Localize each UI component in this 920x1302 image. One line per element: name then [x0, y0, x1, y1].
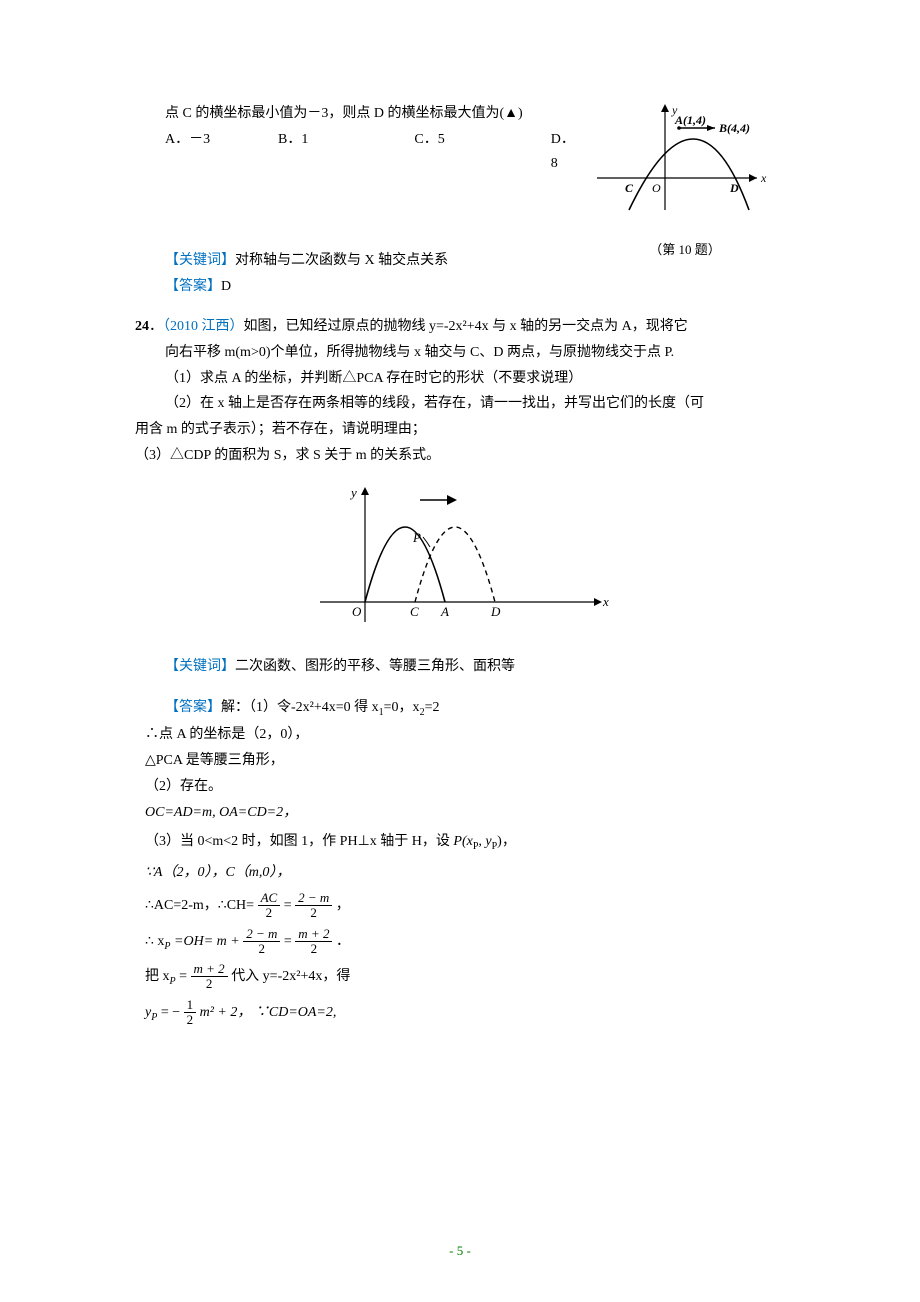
sol-l8-f1n: AC	[258, 891, 281, 906]
q24-part2a: （2）在 x 轴上是否存在两条相等的线段，若存在，请一一找出，并写出它们的长度（…	[135, 392, 785, 416]
q10-keyword-text: 对称轴与二次函数与 X 轴交点关系	[235, 253, 448, 268]
q24-sol-l7: ∵A（2，0），C（m,0），	[135, 861, 785, 885]
q24-sol-l10: 把 xP = m + 22 代入 y=-2x²+4x，得	[135, 962, 785, 992]
sol-l8-f2d: 2	[295, 906, 332, 920]
sol-l1-mid: =0，x	[384, 700, 420, 715]
q24-stem-line1: 24．（2010 江西）如图，已知经过原点的抛物线 y=-2x²+4x 与 x …	[135, 315, 785, 339]
sol-l10-fn: m + 2	[191, 962, 228, 977]
sol-l9-f2n: m + 2	[295, 927, 332, 942]
q24-sol-l1: 【答案】解：（1）令-2x²+4x=0 得 x1=0，x2=2	[135, 696, 785, 721]
sol-l11-sub: P	[151, 1012, 157, 1023]
sol-l10-end: 代入 y=-2x²+4x，得	[231, 969, 350, 984]
answer-label: 【答案】	[165, 700, 221, 715]
answer-label: 【答案】	[165, 279, 221, 294]
keyword-label: 【关键词】	[165, 659, 235, 674]
sol-l6-end: )，	[497, 834, 516, 849]
q24-sol-l11: yP = − 12 m² + 2， ∵CD=OA=2,	[135, 998, 785, 1028]
q24-D-label: D	[490, 604, 501, 619]
sol-l10-fd: 2	[191, 977, 228, 991]
document-page: y x A(1,4) B(4,4) C O D （第 10 题） 点 C 的横坐…	[0, 0, 920, 1302]
sol-l10-sub: P	[170, 976, 176, 987]
q24-sol-l3: △PCA 是等腰三角形，	[135, 749, 785, 773]
sol-l6-P: P(x	[453, 834, 472, 849]
q10-A-label: A(1,4)	[674, 113, 706, 127]
q10-answer-text: D	[221, 279, 231, 294]
sol-l6-pre: （3）当 0<m<2 时，如图 1，作 PH⊥x 轴于 H，设	[145, 834, 453, 849]
q10-option-a: A．－3	[165, 128, 278, 176]
q10-figure: y x A(1,4) B(4,4) C O D	[585, 100, 775, 230]
sol-l8-end: ，	[336, 898, 350, 913]
sol-l8-f1d: 2	[258, 906, 281, 920]
q10-figure-caption: （第 10 题）	[585, 239, 785, 261]
q24-stem-line2: 向右平移 m(m>0)个单位，所得抛物线与 x 轴交与 C、D 两点，与原抛物线…	[135, 341, 785, 365]
q24-x-label: x	[602, 594, 609, 609]
sol-l9-f2d: 2	[295, 942, 332, 956]
sol-l9-f1d: 2	[243, 942, 280, 956]
q10-option-c: C．5	[414, 128, 550, 176]
q10-D-label: D	[729, 181, 739, 195]
q24-stem1: 如图，已知经过原点的抛物线 y=-2x²+4x 与 x 轴的另一交点为 A，现将…	[244, 319, 688, 334]
q24-C-label: C	[410, 604, 419, 619]
q24-part2b: 用含 m 的式子表示）；若不存在，请说明理由；	[135, 418, 785, 442]
q10-option-b: B．1	[278, 128, 414, 176]
sol-l9-sub: P	[164, 940, 170, 951]
q24-source: （2010 江西）	[163, 319, 244, 334]
sol-l11-end: m² + 2， ∵CD=OA=2,	[200, 1005, 337, 1020]
q24-A-label: A	[440, 604, 449, 619]
q24-number: 24	[135, 319, 149, 334]
sol-l9-end: ．	[336, 934, 350, 949]
q24-sol-l4: （2）存在。	[135, 775, 785, 799]
sol-l10-mid: =	[179, 969, 190, 984]
q10-O-label: O	[652, 181, 661, 195]
keyword-label: 【关键词】	[165, 253, 235, 268]
q24-part3: （3）△CDP 的面积为 S，求 S 关于 m 的关系式。	[135, 444, 785, 468]
sol-l8-eq: =	[284, 898, 295, 913]
q24-sol-l5: OC=AD=m, OA=CD=2，	[135, 801, 785, 825]
sol-l10-pre: 把 x	[145, 969, 170, 984]
sol-l9-mid: =OH= m +	[174, 934, 243, 949]
q24-sol-l2: ∴点 A 的坐标是（2，0），	[135, 723, 785, 747]
page-footer: - 5 -	[0, 1240, 920, 1262]
q24-keyword-text: 二次函数、图形的平移、等腰三角形、面积等	[235, 659, 515, 674]
sol-l8-pre: ∴AC=2-m，∴CH=	[145, 898, 258, 913]
q10-figure-container: y x A(1,4) B(4,4) C O D （第 10 题）	[585, 100, 785, 261]
sol-l9-eq: =	[284, 934, 295, 949]
sol-l1-end: =2	[425, 700, 440, 715]
q24-P-label: P	[412, 530, 421, 545]
q24-figure: P y x O C A D	[305, 482, 615, 632]
q10-x-label: x	[760, 171, 767, 185]
q24-O-label: O	[352, 604, 362, 619]
q24-sol-l8: ∴AC=2-m，∴CH= AC2 = 2 − m2 ，	[135, 891, 785, 921]
sol-l11-fd: 2	[184, 1013, 197, 1027]
q10-answer-line: 【答案】D	[135, 275, 785, 299]
sol-l11-fn: 1	[184, 998, 197, 1013]
q24-sol-l9: ∴ xP =OH= m + 2 − m2 = m + 22 ．	[135, 927, 785, 957]
sol-l8-f2n: 2 − m	[295, 891, 332, 906]
q10-option-d: D．8	[551, 128, 575, 176]
sol-l9-pre: ∴ x	[145, 934, 164, 949]
q24-figure-container: P y x O C A D	[135, 482, 785, 641]
q24-y-label: y	[349, 485, 357, 500]
q24-keyword-line: 【关键词】二次函数、图形的平移、等腰三角形、面积等	[135, 655, 785, 679]
sol-l6-mid: , y	[478, 834, 491, 849]
q24-sol-l6: （3）当 0<m<2 时，如图 1，作 PH⊥x 轴于 H，设 P(xP, yP…	[135, 830, 785, 855]
sol-l9-f1n: 2 − m	[243, 927, 280, 942]
q10-options: A．－3 B．1 C．5 D．8	[135, 128, 575, 176]
q10-B-label: B(4,4)	[718, 121, 750, 135]
sol-l11-mid: = −	[161, 1005, 184, 1020]
q24-part1: （1）求点 A 的坐标，并判断△PCA 存在时它的形状（不要求说理）	[135, 367, 785, 391]
sol-l1-pre: 解：（1）令-2x²+4x=0 得 x	[221, 700, 379, 715]
q10-C-label: C	[625, 181, 634, 195]
